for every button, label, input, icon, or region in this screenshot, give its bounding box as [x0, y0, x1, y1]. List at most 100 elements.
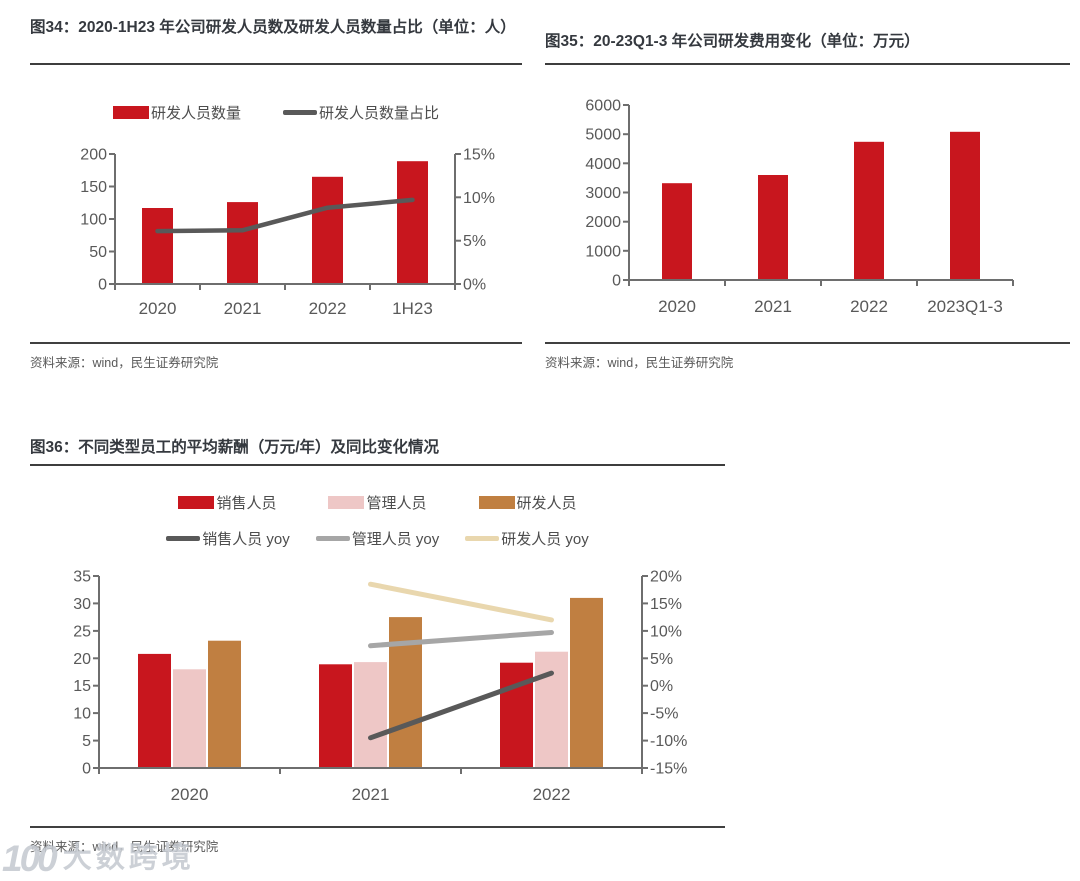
x-category-label: 1H23	[392, 299, 433, 318]
right-axis-label: 10%	[650, 623, 682, 640]
left-axis-label: 5	[82, 733, 91, 750]
left-axis-label: 0	[612, 273, 621, 290]
left-axis-label: 3000	[585, 185, 621, 202]
axis-frame	[98, 576, 643, 769]
right-axis-label: 10%	[463, 190, 495, 207]
legend-item: 研发人员 yoy	[465, 528, 589, 549]
x-category-label: 2021	[224, 299, 262, 318]
bar-管理人员	[173, 669, 206, 768]
legend-item: 销售人员	[178, 492, 276, 513]
legend-bar-swatch	[178, 496, 215, 509]
legend-item: 研发人员	[478, 492, 577, 513]
x-category-label: 2020	[171, 785, 209, 804]
source-text: 资料来源：wind，民生证券研究院	[545, 356, 734, 370]
figure-36-title: 图36：不同类型员工的平均薪酬（万元/年）及同比变化情况	[30, 436, 725, 466]
left-axis-label: 4000	[585, 156, 621, 173]
left-axis-label: 150	[80, 179, 107, 196]
bar-研发人员	[208, 640, 241, 768]
right-axis-label: -10%	[650, 733, 687, 750]
x-category-label: 2023Q1-3	[927, 297, 1003, 316]
x-category-label: 2022	[309, 299, 347, 318]
right-axis-label: 0%	[463, 277, 486, 294]
bar-研发人员数量	[227, 202, 258, 284]
bar-销售人员	[138, 653, 171, 768]
line-研发人员数量占比	[155, 197, 415, 234]
legend-bar-swatch	[478, 496, 515, 509]
legend-label: 研发人员 yoy	[501, 531, 589, 548]
bar-研发人员数量	[397, 161, 428, 284]
figure-35-title: 图35：20-23Q1-3 年公司研发费用变化（单位：万元）	[545, 16, 1070, 65]
bar-series	[758, 175, 788, 280]
left-axis-label: 10	[73, 706, 91, 723]
left-axis-label: 15	[73, 678, 91, 695]
x-category-label: 2022	[850, 297, 888, 316]
right-axis-label: 5%	[463, 233, 486, 250]
left-axis-label: 5000	[585, 127, 621, 144]
figure-34-source: 资料来源：wind，民生证券研究院	[30, 342, 522, 371]
legend-item: 研发人员数量	[112, 102, 241, 123]
line-研发人员 yoy	[368, 581, 554, 623]
bar-研发人员	[389, 617, 422, 768]
legend-item: 研发人员数量占比	[283, 102, 439, 123]
bar-研发人员	[570, 597, 603, 768]
left-axis-label: 6000	[585, 98, 621, 115]
left-axis-label: 50	[89, 244, 107, 261]
bar-研发人员数量	[312, 176, 343, 285]
bar-管理人员	[535, 651, 568, 768]
figure-34-combo-chart: 0 50 100 150 200 0% 5% 10% 15% 2020 2021 2022 1H23	[80, 147, 495, 319]
figure-35-bar-chart: 0 1000 2000 3000 4000 5000 6000 2020 2021 2022 202…	[585, 98, 1014, 316]
right-axis-label: 0%	[650, 678, 673, 695]
figure-34-legend: 研发人员数量 研发人员数量占比	[30, 102, 522, 123]
legend-label: 研发人员数量	[150, 105, 241, 122]
legend-item: 管理人员	[328, 492, 427, 513]
bar-series	[950, 131, 980, 280]
left-axis-label: 0	[82, 761, 91, 778]
left-axis-label: 1000	[585, 243, 621, 260]
left-axis-label: 20	[73, 651, 91, 668]
x-category-label: 2020	[139, 299, 177, 318]
legend-label: 销售人员	[216, 495, 277, 512]
left-axis-label: 30	[73, 596, 91, 613]
right-axis-label: -15%	[650, 761, 687, 778]
figure-34: 图34：2020-1H23 年公司研发人员数及研发人员数量占比（单位：人） 研发…	[30, 16, 522, 376]
bar-销售人员	[500, 662, 533, 768]
legend-label: 研发人员	[516, 495, 577, 512]
legend-line-swatch	[166, 536, 201, 541]
line-管理人员 yoy	[368, 630, 554, 649]
source-text: 资料来源：wind，民生证券研究院	[30, 356, 219, 370]
legend-line-swatch	[315, 536, 350, 541]
legend-label: 管理人员	[366, 495, 427, 512]
legend-label: 研发人员数量占比	[319, 105, 440, 122]
left-axis-label: 0	[98, 277, 107, 294]
legend-label: 管理人员 yoy	[351, 531, 440, 548]
legend-line-swatch	[465, 536, 500, 541]
legend-bar-swatch	[328, 496, 365, 509]
figure-36-combo-chart: 0 5 10 15 20 25 30 35 -15% -10% -5% 0% 5% 10% 15% 20% 20…	[73, 569, 687, 805]
line-销售人员 yoy	[368, 670, 554, 741]
right-axis-label: 5%	[650, 651, 673, 668]
bar-series	[662, 183, 692, 280]
x-category-label: 2021	[352, 785, 390, 804]
x-category-label: 2020	[658, 297, 696, 316]
x-category-label: 2021	[754, 297, 792, 316]
left-axis-label: 100	[80, 212, 107, 229]
right-axis-label: 20%	[650, 569, 682, 586]
figure-35-source: 资料来源：wind，民生证券研究院	[545, 342, 1070, 371]
bar-销售人员	[319, 664, 352, 768]
left-axis-label: 2000	[585, 214, 621, 231]
figure-36: 图36：不同类型员工的平均薪酬（万元/年）及同比变化情况 销售人员 管理人员 研发人…	[30, 436, 725, 861]
x-category-label: 2022	[533, 785, 571, 804]
figure-34-title: 图34：2020-1H23 年公司研发人员数及研发人员数量占比（单位：人）	[30, 16, 522, 65]
right-axis-label: 15%	[463, 147, 495, 164]
bar-研发人员数量	[142, 208, 173, 284]
legend-item: 销售人员 yoy	[166, 528, 290, 549]
right-axis-label: -5%	[650, 706, 678, 723]
figure-36-source: 资料来源：wind，民生证券研究院	[30, 826, 725, 855]
source-text: 资料来源：wind，民生证券研究院	[30, 840, 219, 854]
figure-36-legend-bars: 销售人员 管理人员 研发人员	[30, 492, 725, 513]
left-axis-label: 25	[73, 623, 91, 640]
legend-line-swatch	[283, 110, 317, 115]
figure-35: 图35：20-23Q1-3 年公司研发费用变化（单位：万元） 0 1000 2000…	[545, 16, 1070, 376]
legend-bar-swatch	[112, 106, 149, 119]
